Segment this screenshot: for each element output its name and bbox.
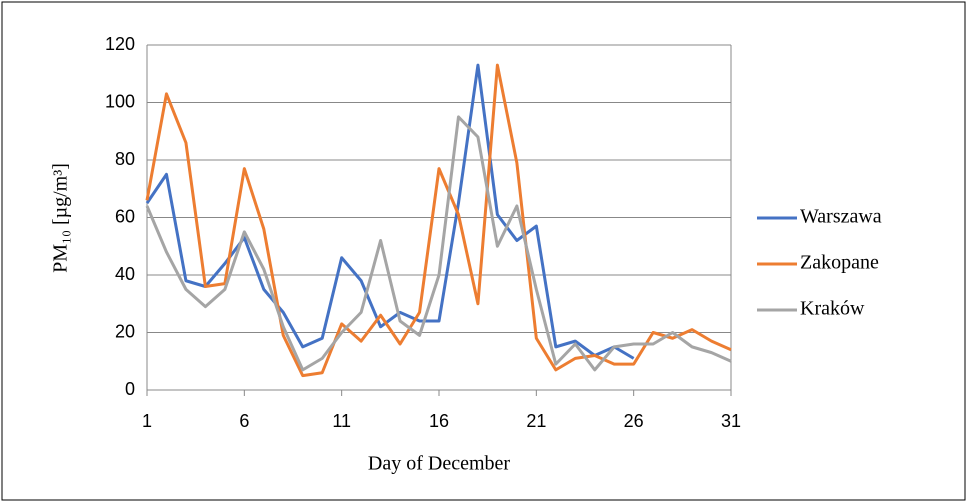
- x-axis-label: Day of December: [368, 453, 510, 475]
- x-tick-label: 16: [429, 411, 449, 431]
- y-tick-label: 0: [125, 379, 135, 399]
- y-tick-label: 100: [105, 91, 135, 111]
- series-line: [145, 63, 732, 378]
- x-tick-label: 31: [721, 411, 741, 431]
- y-tick-label: 40: [115, 264, 135, 284]
- legend-label: Kraków: [800, 298, 865, 320]
- x-tick-label: 1: [142, 411, 152, 431]
- y-tick-label: 20: [115, 321, 135, 341]
- y-axis-label: PM₁₀ [µg/m³]: [50, 163, 72, 273]
- y-tick-label: 60: [115, 206, 135, 226]
- x-tick-label: 11: [332, 411, 351, 431]
- x-tick-label: 6: [239, 411, 249, 431]
- x-tick-label: 26: [624, 411, 644, 431]
- legend-label: Warszawa: [800, 206, 882, 228]
- legend-label: Zakopane: [800, 252, 879, 274]
- y-tick-label: 80: [115, 149, 135, 169]
- x-tick-label: 21: [526, 411, 546, 431]
- series-line: [145, 115, 732, 372]
- y-tick-label: 120: [105, 34, 135, 54]
